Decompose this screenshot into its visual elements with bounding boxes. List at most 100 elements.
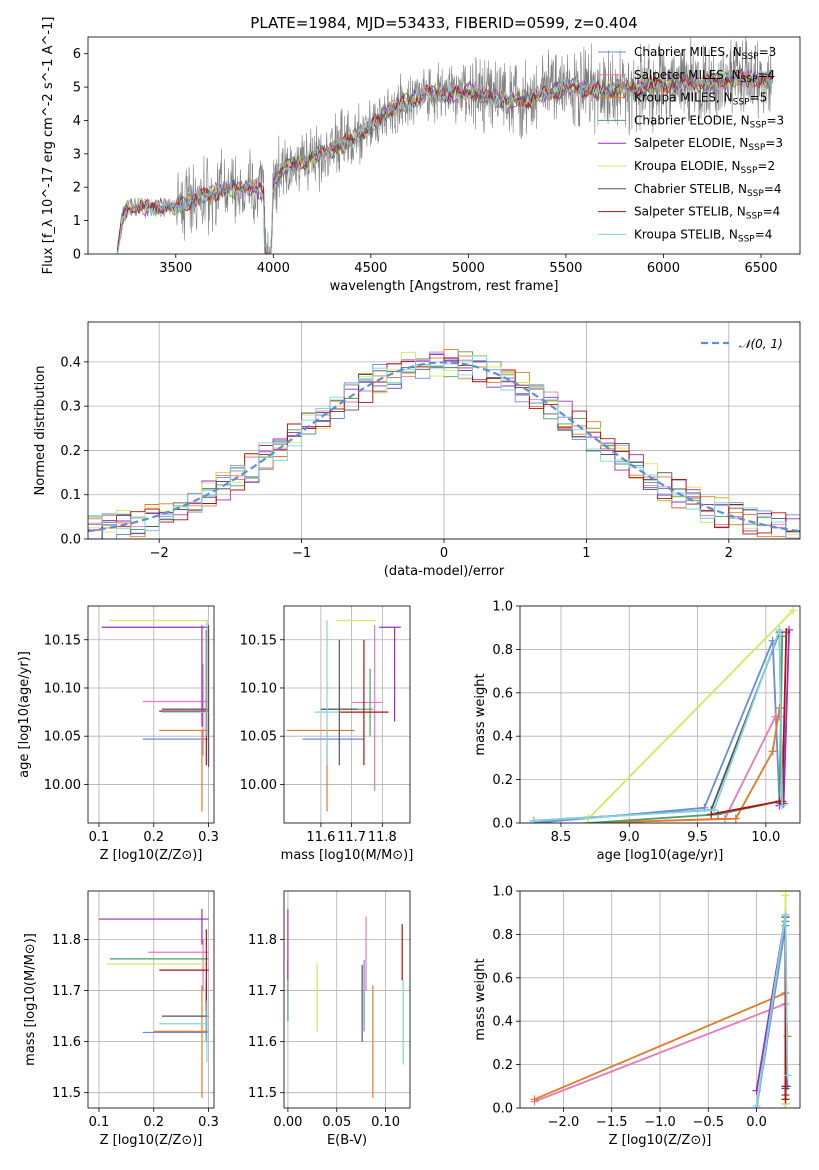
grid xyxy=(88,891,214,1108)
data-point-marker xyxy=(775,703,784,712)
observed-spectrum xyxy=(117,37,773,254)
residual-histogram-step xyxy=(88,348,800,539)
y-tick-label: 0.6 xyxy=(492,686,513,701)
plot-area xyxy=(101,619,210,812)
legend-label: Salpeter STELIB, NSSP=4 xyxy=(634,205,780,222)
y-axis-label: mass [log10(M/M⊙)] xyxy=(23,933,38,1066)
y-tick-label: 10.15 xyxy=(44,633,81,648)
data-point-marker xyxy=(775,712,784,721)
y-tick-label: 0.8 xyxy=(492,928,513,943)
mass-weight-line xyxy=(534,991,789,1101)
y-tick-label: 0.8 xyxy=(492,643,513,658)
data-point-marker xyxy=(529,816,538,823)
mass-vs-ebv-panel: 0.00 0.05 0.10 11.5 11.6 11.7 11.8 E(B-V) xyxy=(248,890,411,1148)
x-tick-label: 0.05 xyxy=(322,1115,351,1130)
data-point-marker xyxy=(781,1095,790,1104)
figure-title: PLATE=1984, MJD=53433, FIBERID=0599, z=0… xyxy=(250,14,637,32)
ticks: 0.00 0.05 0.10 11.5 11.6 11.7 11.8 xyxy=(248,933,400,1130)
y-axis-label: mass weight xyxy=(473,673,488,755)
x-tick-label: 5000 xyxy=(452,261,485,276)
y-tick-label: 1 xyxy=(73,214,81,229)
y-axis-label: age [log10(age/yr)] xyxy=(17,651,32,778)
axes-border xyxy=(283,605,411,824)
mass-weight-line xyxy=(533,629,784,822)
age-vs-z-panel: 0.1 0.2 0.3 10.00 10.05 10.10 10.15 Z [log10(Z/… xyxy=(17,605,219,863)
y-tick-label: 0 xyxy=(73,248,81,263)
legend-label: Chabrier MILES, NSSP=3 xyxy=(634,45,776,62)
y-tick-label: 3 xyxy=(73,147,81,162)
mass-weight-vs-z-panel: −2.0 −1.5 −1.0 −0.5 0.0 0.0 0.2 0.4 0.6 0.8 1.0 Z [… xyxy=(473,885,801,1148)
axes-border xyxy=(87,321,801,540)
axes-border xyxy=(519,605,801,824)
x-tick-label: 5500 xyxy=(549,261,582,276)
y-tick-label: 1.0 xyxy=(492,600,513,615)
x-axis-label: Z [log10(Z/Z⊙)] xyxy=(100,1133,203,1148)
x-tick-label: 1 xyxy=(582,546,590,561)
y-axis-label: Normed distribution xyxy=(33,366,48,496)
y-tick-label: 11.6 xyxy=(248,1035,277,1050)
x-tick-label: 9.0 xyxy=(619,830,640,845)
plot-area xyxy=(287,619,401,812)
plot-area xyxy=(287,908,404,1098)
data-point-marker xyxy=(783,1071,792,1080)
x-tick-label: 6000 xyxy=(647,261,680,276)
y-tick-label: 10.05 xyxy=(240,730,277,745)
y-tick-label: 0.4 xyxy=(60,355,81,370)
y-tick-label: 0.4 xyxy=(492,1015,513,1030)
grid xyxy=(520,605,800,824)
x-tick-label: −0.5 xyxy=(692,1115,724,1130)
x-axis-label: Z [log10(Z/Z⊙)] xyxy=(609,1133,712,1148)
y-tick-label: 10.10 xyxy=(240,681,277,696)
model-spectrum-line xyxy=(116,69,774,254)
grid xyxy=(284,606,410,823)
x-tick-label: 8.5 xyxy=(551,830,572,845)
ticks: 0.1 0.2 0.3 10.00 10.05 10.10 10.15 xyxy=(44,633,219,845)
y-tick-label: 11.6 xyxy=(52,1035,81,1050)
data-point-marker xyxy=(781,910,790,919)
y-tick-label: 10.15 xyxy=(240,633,277,648)
x-tick-label: −1.5 xyxy=(596,1115,628,1130)
x-tick-label: −1.0 xyxy=(644,1115,676,1130)
y-tick-label: 0.3 xyxy=(60,400,81,415)
x-tick-label: 0 xyxy=(440,546,448,561)
x-tick-label: 11.7 xyxy=(337,830,366,845)
axes-border xyxy=(87,890,215,1109)
y-tick-label: 11.5 xyxy=(52,1086,81,1101)
data-point-marker xyxy=(781,1082,790,1091)
residual-histogram-step xyxy=(88,351,800,539)
age-vs-mass-panel: 11.6 11.7 11.8 10.00 10.05 10.10 10.15 mass [lo… xyxy=(240,605,414,863)
y-tick-label: 0.2 xyxy=(60,444,81,459)
x-tick-label: 9.5 xyxy=(687,830,708,845)
x-tick-label: 0.1 xyxy=(89,1115,110,1130)
axes-border xyxy=(87,605,215,824)
x-tick-label: 2 xyxy=(725,546,733,561)
grid xyxy=(520,890,800,1109)
x-tick-label: 11.6 xyxy=(306,830,335,845)
legend-label: Chabrier STELIB, NSSP=4 xyxy=(634,182,782,199)
mass-weight-vs-age-panel: 8.5 9.0 9.5 10.0 0.0 0.2 0.4 0.6 0.8 1.0 age [log1… xyxy=(473,600,801,863)
x-axis-label: mass [log10(M/M⊙)] xyxy=(281,848,414,863)
y-tick-label: 0.4 xyxy=(492,730,513,745)
x-tick-label: 0.3 xyxy=(198,830,219,845)
y-tick-label: 11.8 xyxy=(52,933,81,948)
x-tick-label: 3500 xyxy=(159,261,192,276)
x-tick-label: −1 xyxy=(292,546,311,561)
y-tick-label: 11.7 xyxy=(248,984,277,999)
x-tick-label: 0.2 xyxy=(143,1115,164,1130)
legend-label: Chabrier ELODIE, NSSP=3 xyxy=(634,113,784,130)
data-point-marker xyxy=(709,805,718,814)
y-tick-label: 10.05 xyxy=(44,730,81,745)
data-point-marker xyxy=(752,1101,761,1108)
mass-vs-z-panel: 0.1 0.2 0.3 11.5 11.6 11.7 11.8 Z [log10(Z/Z⊙)]… xyxy=(23,890,219,1148)
y-tick-label: 0.2 xyxy=(492,773,513,788)
x-tick-label: 0.00 xyxy=(273,1115,302,1130)
y-tick-label: 11.7 xyxy=(52,984,81,999)
model-spectrum-line xyxy=(116,70,774,254)
x-tick-label: 10.0 xyxy=(751,830,780,845)
y-tick-label: 10.10 xyxy=(44,681,81,696)
x-tick-label: 4000 xyxy=(257,261,290,276)
mass-weight-line xyxy=(588,707,781,823)
legend-label: Kroupa ELODIE, NSSP=2 xyxy=(634,159,775,176)
y-tick-label: 11.8 xyxy=(248,933,277,948)
y-tick-label: 1.0 xyxy=(492,885,513,900)
